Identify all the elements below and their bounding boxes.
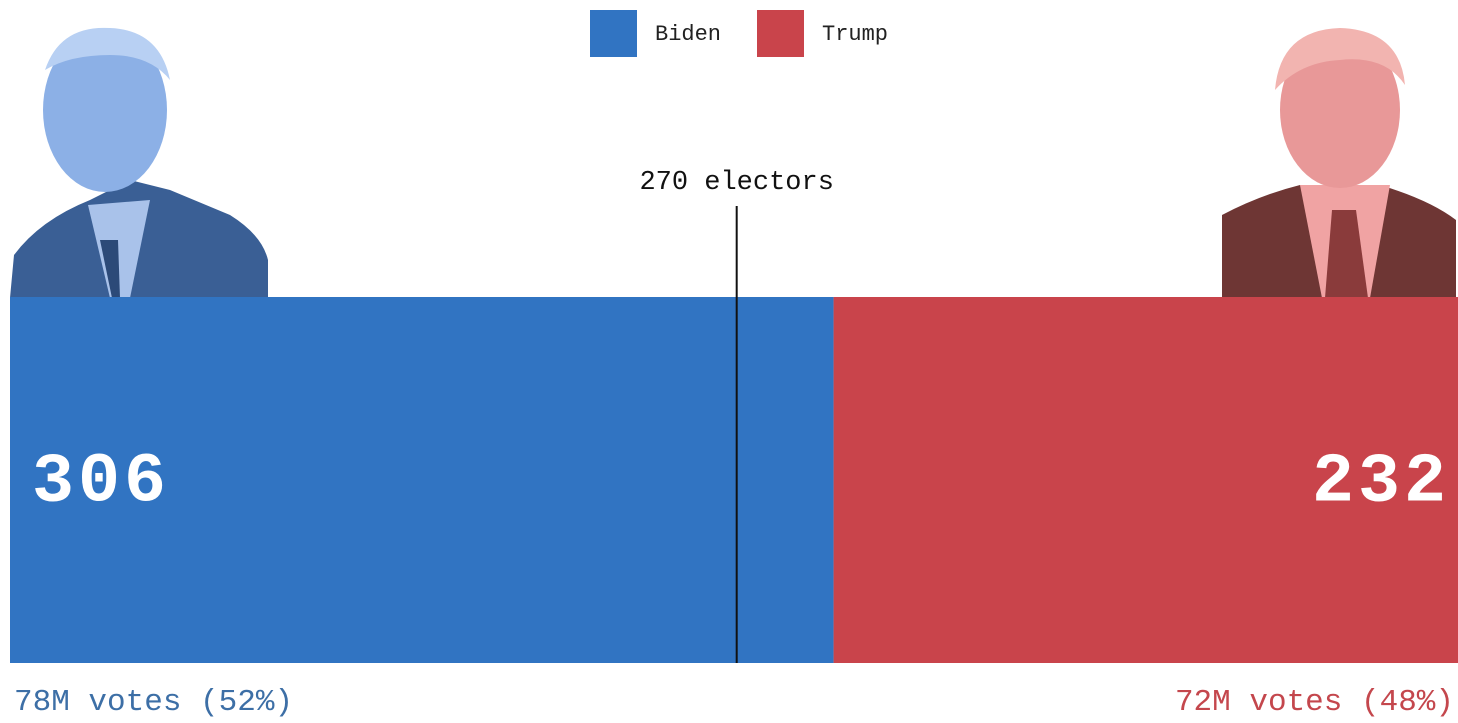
value-label: 232: [1312, 443, 1450, 522]
legend-label: Trump: [822, 22, 888, 47]
bar-segment: [833, 297, 1458, 663]
vote-label: 78M votes (52%): [14, 685, 293, 720]
trump-portrait: [1222, 28, 1456, 298]
legend-label: Biden: [655, 22, 721, 47]
bar-segment: [10, 297, 834, 663]
vote-label: 72M votes (48%): [1175, 685, 1454, 720]
legend-swatch: [590, 10, 637, 57]
biden-portrait: [10, 27, 268, 298]
legend-swatch: [757, 10, 804, 57]
value-label: 306: [32, 443, 170, 522]
threshold-label: 270 electors: [639, 168, 833, 198]
